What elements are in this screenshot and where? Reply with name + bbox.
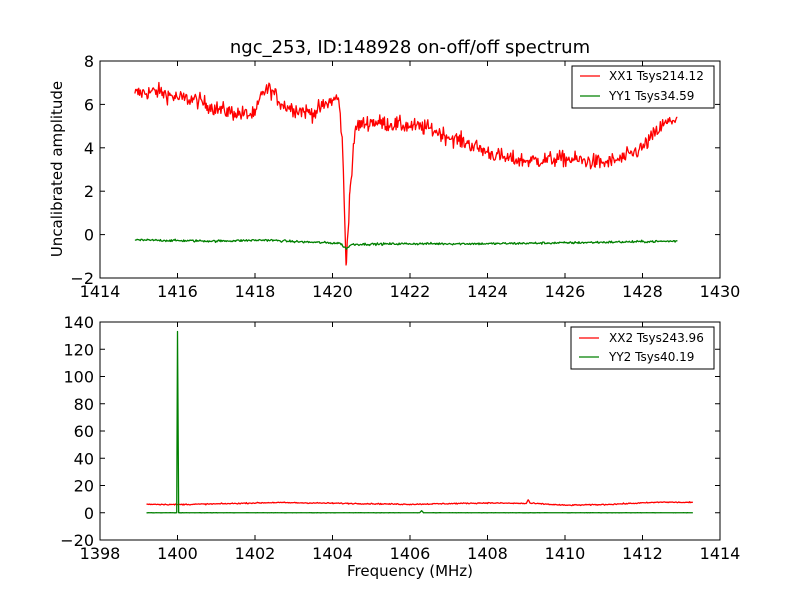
y-tick-label: −20 xyxy=(60,531,94,550)
y-axis-label: Uncalibrated amplitude xyxy=(48,81,66,257)
bottom-panel-ticks: 1398 1400 1402 1404 1406 1408 1410 1412 1414 −20 0… xyxy=(60,313,740,563)
x-tick-label: 1428 xyxy=(622,282,663,301)
series-line-xx2 xyxy=(146,499,694,507)
top-panel-frame xyxy=(99,60,721,279)
x-tick-label: 1406 xyxy=(390,544,431,563)
x-tick-label: 1414 xyxy=(80,282,121,301)
y-tick-label: 140 xyxy=(63,313,94,332)
y-tick-label: −2 xyxy=(70,269,94,288)
legend-label-xx2: XX2 Tsys243.96 xyxy=(609,331,704,345)
y-tick-label: 100 xyxy=(63,368,94,387)
y-tick-label: 4 xyxy=(84,139,94,158)
bottom-legend: XX2 Tsys243.96 YY2 Tsys40.19 xyxy=(570,326,715,370)
x-tick-label: 1422 xyxy=(390,282,431,301)
top-legend: XX1 Tsys214.12 YY1 Tsys34.59 xyxy=(571,65,715,109)
bottom-panel: 1398 1400 1402 1404 1406 1408 1410 1412 1414 −20 0… xyxy=(60,313,740,580)
top-panel: ngc_253, ID:148928 on-off/off spectrum 1… xyxy=(48,37,740,301)
x-tick-label: 1424 xyxy=(467,282,508,301)
series-line-xx1 xyxy=(134,81,678,266)
series-line-yy2 xyxy=(146,330,693,514)
top-panel-ticks: 1414 1416 1418 1420 1422 1424 1426 1428 1430 −2 0 2… xyxy=(70,52,740,301)
series-line-yy1 xyxy=(134,238,678,251)
x-tick-label: 1398 xyxy=(80,544,121,563)
legend-label-yy1: YY1 Tsys34.59 xyxy=(608,89,694,103)
x-tick-label: 1426 xyxy=(545,282,586,301)
legend-label-xx1: XX1 Tsys214.12 xyxy=(609,69,704,83)
x-tick-label: 1430 xyxy=(700,282,741,301)
x-tick-label: 1418 xyxy=(235,282,276,301)
x-tick-label: 1400 xyxy=(157,544,198,563)
bottom-panel-series xyxy=(146,330,694,514)
y-tick-label: 0 xyxy=(84,226,94,245)
bottom-panel-frame xyxy=(99,321,721,541)
x-tick-label: 1402 xyxy=(235,544,276,563)
top-legend-box xyxy=(571,65,715,109)
x-tick-label: 1410 xyxy=(545,544,586,563)
y-tick-label: 0 xyxy=(84,504,94,523)
y-tick-label: 60 xyxy=(74,422,94,441)
y-tick-label: 80 xyxy=(74,395,94,414)
chart-title: ngc_253, ID:148928 on-off/off spectrum xyxy=(230,37,590,58)
x-tick-label: 1404 xyxy=(312,544,353,563)
x-tick-label: 1416 xyxy=(157,282,198,301)
y-tick-label: 20 xyxy=(74,477,94,496)
y-tick-label: 2 xyxy=(84,182,94,201)
y-tick-label: 8 xyxy=(84,52,94,71)
x-axis-label: Frequency (MHz) xyxy=(347,562,473,580)
x-tick-label: 1420 xyxy=(312,282,353,301)
y-tick-label: 40 xyxy=(74,449,94,468)
y-tick-label: 6 xyxy=(84,95,94,114)
x-tick-label: 1408 xyxy=(467,544,508,563)
x-tick-label: 1414 xyxy=(700,544,741,563)
top-panel-series xyxy=(134,81,678,266)
x-tick-label: 1412 xyxy=(622,544,663,563)
y-tick-label: 120 xyxy=(63,340,94,359)
legend-label-yy2: YY2 Tsys40.19 xyxy=(608,350,694,364)
bottom-legend-box xyxy=(570,326,715,370)
